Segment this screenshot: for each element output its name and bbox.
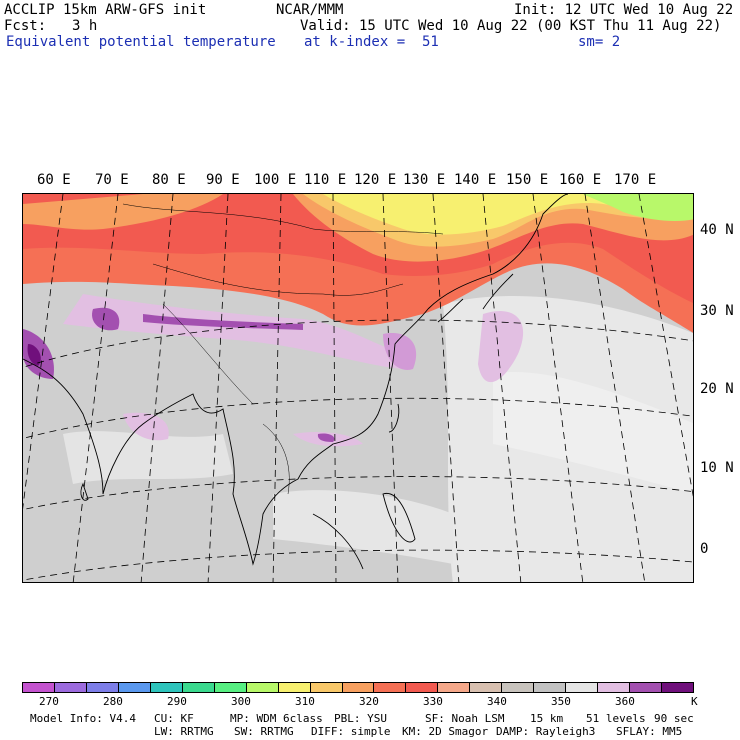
colorbar-swatch-12 bbox=[406, 683, 439, 692]
colorbar-tick-310: 310 bbox=[295, 695, 315, 708]
lat-label-10n: 10 N bbox=[700, 460, 734, 476]
colorbar-swatch-9 bbox=[310, 683, 343, 692]
lon-label-170e: 170 E bbox=[614, 172, 657, 188]
colorbar-swatch-14 bbox=[470, 683, 503, 692]
colorbar bbox=[22, 682, 694, 693]
colorbar-tick-360: 360 bbox=[615, 695, 635, 708]
smoothing-value: sm= 2 bbox=[578, 34, 621, 50]
lon-label-130e: 130 E bbox=[403, 172, 446, 188]
colorbar-swatch-0 bbox=[23, 683, 55, 692]
colorbar-tick-320: 320 bbox=[359, 695, 379, 708]
colorbar-tick-280: 280 bbox=[103, 695, 123, 708]
lat-label-40n: 40 N bbox=[700, 222, 734, 238]
organization-label: NCAR/MMM bbox=[276, 2, 344, 18]
lon-label-150e: 150 E bbox=[506, 172, 549, 188]
colorbar-swatch-6 bbox=[214, 683, 247, 692]
colorbar-tick-270: 270 bbox=[39, 695, 59, 708]
colorbar-tick-350: 350 bbox=[551, 695, 571, 708]
colorbar-swatch-8 bbox=[278, 683, 311, 692]
colorbar-swatch-20 bbox=[662, 683, 694, 692]
footer-lw: LW: RRTMG bbox=[154, 725, 214, 738]
footer-sf: SF: Noah LSM bbox=[425, 712, 505, 725]
colorbar-swatch-13 bbox=[438, 683, 471, 692]
forecast-label: Fcst: bbox=[4, 18, 47, 34]
footer-resolution: 15 km bbox=[530, 712, 564, 725]
lat-label-30n: 30 N bbox=[700, 303, 734, 319]
footer-levels: 51 levels bbox=[586, 712, 646, 725]
colorbar-swatch-11 bbox=[374, 683, 407, 692]
colorbar-tick-290: 290 bbox=[167, 695, 187, 708]
colorbar-swatch-18 bbox=[598, 683, 631, 692]
colorbar-swatch-16 bbox=[534, 683, 567, 692]
colorbar-swatch-2 bbox=[86, 683, 119, 692]
colorbar-swatch-17 bbox=[566, 683, 599, 692]
lon-label-90e: 90 E bbox=[206, 172, 240, 188]
colorbar-unit: K bbox=[691, 695, 698, 708]
level-index: at k-index = 51 bbox=[304, 34, 439, 50]
footer-diff: DIFF: simple bbox=[311, 725, 391, 738]
theta-e-field bbox=[23, 194, 693, 582]
init-time: Init: 12 UTC Wed 10 Aug 22 bbox=[514, 2, 734, 18]
colorbar-swatch-10 bbox=[342, 683, 375, 692]
lon-label-80e: 80 E bbox=[152, 172, 186, 188]
lon-label-100e: 100 E bbox=[254, 172, 297, 188]
graticule bbox=[23, 194, 693, 582]
coastlines bbox=[23, 194, 569, 570]
colorbar-swatch-7 bbox=[246, 683, 279, 692]
map-panel bbox=[22, 193, 694, 583]
lon-label-110e: 110 E bbox=[304, 172, 347, 188]
lon-label-70e: 70 E bbox=[95, 172, 129, 188]
footer-sflay: SFLAY: MM5 bbox=[616, 725, 683, 738]
colorbar-swatch-19 bbox=[630, 683, 663, 692]
lon-label-140e: 140 E bbox=[454, 172, 497, 188]
colorbar-swatch-3 bbox=[118, 683, 151, 692]
lon-label-120e: 120 E bbox=[354, 172, 397, 188]
footer-cu: CU: KF bbox=[154, 712, 194, 725]
footer-km: KM: 2D Smagor bbox=[402, 725, 489, 738]
field-name: Equivalent potential temperature bbox=[6, 34, 276, 50]
footer-damp: DAMP: Rayleigh3 bbox=[496, 725, 596, 738]
borders bbox=[122, 203, 444, 495]
footer-timestep: 90 sec bbox=[654, 712, 694, 725]
colorbar-tick-340: 340 bbox=[487, 695, 507, 708]
footer-mp: MP: WDM 6class bbox=[230, 712, 323, 725]
valid-time: Valid: 15 UTC Wed 10 Aug 22 (00 KST Thu … bbox=[300, 18, 722, 34]
lon-label-160e: 160 E bbox=[559, 172, 602, 188]
footer-pbl: PBL: YSU bbox=[334, 712, 387, 725]
lat-label-0: 0 bbox=[700, 541, 709, 557]
colorbar-swatch-15 bbox=[502, 683, 535, 692]
colorbar-swatch-1 bbox=[54, 683, 87, 692]
model-title: ACCLIP 15km ARW-GFS init bbox=[4, 2, 207, 18]
footer-sw: SW: RRTMG bbox=[234, 725, 294, 738]
colorbar-tick-300: 300 bbox=[231, 695, 251, 708]
forecast-hour: 3 h bbox=[72, 18, 98, 34]
lat-label-20n: 20 N bbox=[700, 381, 734, 397]
footer-model-info: Model Info: V4.4 bbox=[30, 712, 136, 725]
colorbar-tick-330: 330 bbox=[423, 695, 443, 708]
colorbar-swatch-4 bbox=[150, 683, 183, 692]
lon-label-60e: 60 E bbox=[37, 172, 71, 188]
colorbar-swatch-5 bbox=[182, 683, 215, 692]
